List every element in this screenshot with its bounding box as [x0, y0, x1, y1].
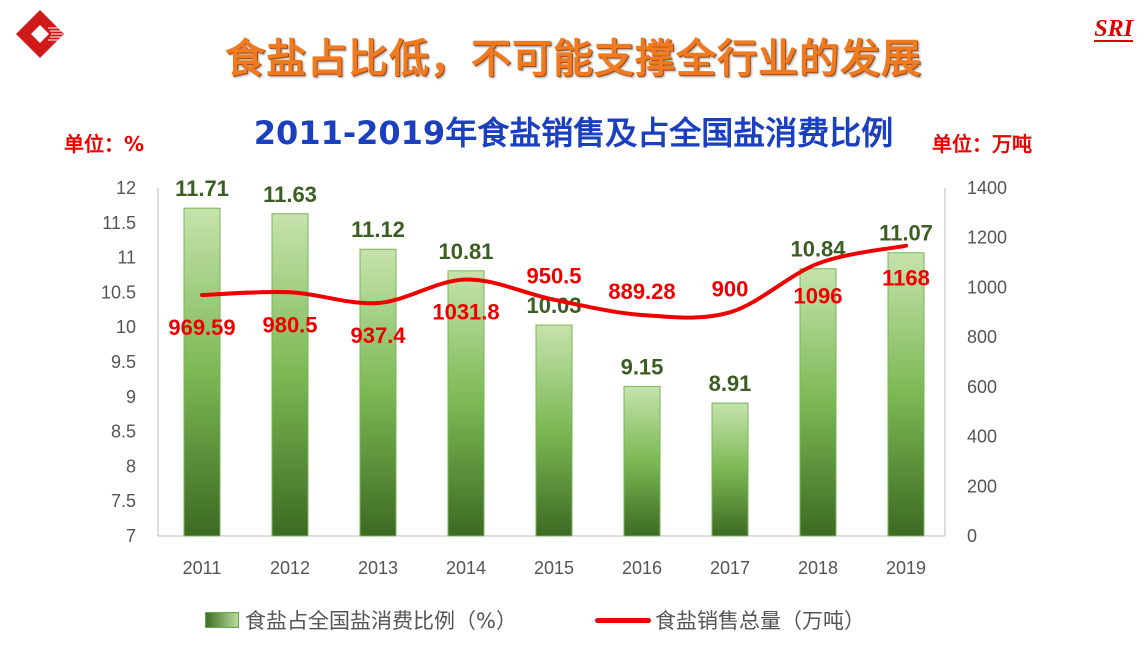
right-tick-label: 0: [967, 526, 977, 546]
left-tick-label: 9.5: [111, 352, 136, 372]
line-data-label: 889.28: [608, 279, 675, 304]
left-tick-label: 10: [116, 317, 136, 337]
line-data-label: 1168: [882, 266, 930, 291]
bar: [623, 385, 661, 537]
right-tick-label: 1200: [967, 228, 1007, 248]
right-tick-label: 200: [967, 476, 997, 496]
right-tick-label: 1400: [967, 178, 1007, 198]
legend-bar-label: 食盐占全国盐消费比例（%）: [245, 609, 517, 633]
right-tick-label: 400: [967, 427, 997, 447]
bar: [183, 207, 221, 537]
bar-data-label: 10.03: [526, 293, 581, 318]
legend-bar-swatch: [205, 612, 239, 628]
bar: [271, 213, 309, 537]
bar-data-label: 11.71: [175, 176, 229, 201]
left-tick-label: 11.5: [102, 213, 136, 233]
x-tick-label: 2014: [446, 558, 486, 578]
bar: [799, 268, 837, 537]
x-tick-label: 2011: [183, 558, 222, 578]
bar-data-label: 11.12: [351, 217, 405, 242]
company-logo: [16, 10, 64, 58]
bar-data-label: 10.81: [438, 239, 493, 264]
left-tick-label: 7: [126, 526, 136, 546]
left-tick-label: 8: [126, 456, 136, 476]
x-tick-label: 2017: [710, 558, 750, 578]
line-data-label: 969.59: [168, 315, 235, 340]
left-tick-label: 9: [126, 387, 136, 407]
bar: [887, 252, 925, 537]
line-data-label: 980.5: [262, 312, 317, 337]
x-tick-label: 2015: [534, 558, 574, 578]
line-data-label: 950.5: [526, 264, 581, 289]
bar: [447, 270, 485, 537]
legend-line-label: 食盐销售总量（万吨）: [654, 609, 865, 633]
right-unit-label: 单位：万吨: [932, 132, 1032, 156]
right-tick-label: 800: [967, 327, 997, 347]
x-tick-label: 2019: [886, 558, 926, 578]
slide-title: 食盐占比低，不可能支撑全行业的发展: [225, 36, 922, 82]
legend-line-swatch: [594, 617, 651, 623]
bar-data-label: 11.63: [263, 182, 317, 207]
bar: [711, 402, 749, 537]
line-data-label: 937.4: [350, 323, 406, 348]
line-data-label: 900: [712, 276, 749, 301]
x-tick-label: 2018: [798, 558, 838, 578]
bar-data-label: 9.15: [621, 354, 664, 379]
brand-logo-text: SRI: [1094, 16, 1133, 42]
x-tick-label: 2012: [270, 558, 310, 578]
right-tick-label: 600: [967, 377, 997, 397]
legend: 食盐占全国盐消费比例（%） 食盐销售总量（万吨）: [205, 605, 865, 635]
bar-data-label: 11.07: [879, 221, 933, 246]
bar-data-label: 8.91: [709, 371, 752, 396]
left-unit-label: 单位：%: [64, 132, 145, 156]
bar: [359, 248, 397, 537]
left-tick-label: 11: [117, 248, 136, 268]
left-tick-label: 12: [116, 178, 136, 198]
line-data-label: 1096: [794, 284, 843, 309]
left-tick-label: 7.5: [111, 491, 136, 511]
line-data-label: 1031.8: [432, 300, 499, 325]
chart-title: 2011-2019年食盐销售及占全国盐消费比例: [253, 114, 894, 152]
bar: [535, 324, 573, 537]
left-tick-label: 10.5: [101, 282, 136, 302]
x-tick-label: 2016: [622, 558, 662, 578]
right-tick-label: 1000: [967, 277, 1007, 297]
x-tick-label: 2013: [358, 558, 398, 578]
chart-area: 7 7.5 8 8.5 9 9.5 10 10.5 11 11.5 12 0 200 400 600 800 1…: [101, 176, 1007, 578]
left-tick-label: 8.5: [111, 422, 136, 442]
